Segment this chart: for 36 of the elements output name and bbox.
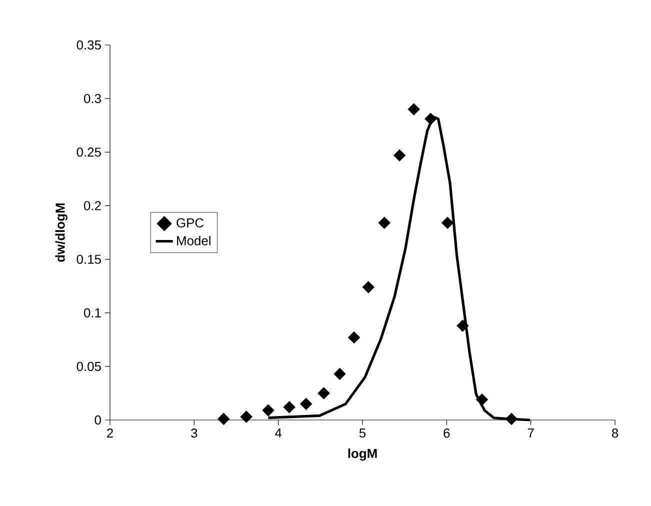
point (262, 404, 274, 416)
point (283, 401, 296, 414)
x-tick-label: 8 (612, 428, 618, 438)
point (456, 320, 469, 332)
x-tick-label: 4 (275, 428, 282, 438)
x-tick-label: 6 (444, 428, 450, 438)
y-tick-label: 0.2 (84, 201, 101, 210)
point (318, 387, 330, 400)
x-tick-label: 7 (528, 428, 534, 438)
point (505, 412, 518, 426)
x-axis-title: logM (348, 448, 377, 461)
y-tick-label: 0.25 (76, 148, 101, 157)
x-tick-label: 3 (191, 428, 198, 438)
x-tick-label: 5 (359, 428, 366, 438)
point (334, 368, 346, 380)
point (348, 331, 360, 344)
point (217, 412, 230, 426)
y-tick-label: 0.1 (84, 308, 101, 318)
point (408, 103, 420, 116)
y-tick-label: 0 (94, 415, 101, 425)
y-tick-label: 0.05 (76, 362, 101, 372)
legend-label: Model (177, 236, 210, 246)
point (378, 216, 391, 229)
point (441, 216, 454, 229)
point (476, 394, 488, 406)
point (300, 398, 312, 410)
y-tick-label: 0.15 (76, 254, 101, 264)
point (362, 281, 375, 294)
point (393, 149, 406, 162)
y-axis-title: dw/dlogM (55, 204, 68, 262)
point (424, 112, 437, 126)
y-tick-label: 0.3 (84, 94, 101, 104)
y-tick-label: 0.35 (76, 40, 101, 50)
x-tick-label: 2 (107, 428, 113, 438)
point (240, 410, 252, 423)
legend-label: GPC (176, 218, 204, 228)
